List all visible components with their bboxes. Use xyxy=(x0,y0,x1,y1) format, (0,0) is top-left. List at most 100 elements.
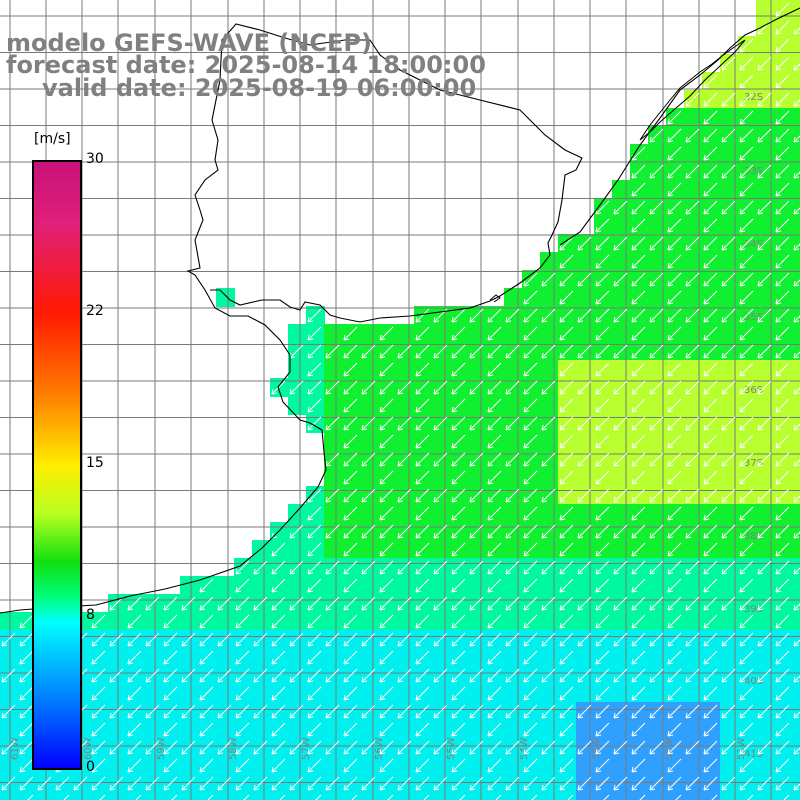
wind-cell xyxy=(486,504,505,523)
wind-cell xyxy=(558,774,577,793)
wind-cell xyxy=(414,342,433,361)
wind-cell xyxy=(792,540,800,559)
wind-arrow xyxy=(415,470,430,485)
wind-arrow xyxy=(757,416,772,431)
wind-cell xyxy=(450,720,469,739)
wind-arrow xyxy=(307,506,322,521)
wind-arrow xyxy=(433,344,448,359)
wind-cell xyxy=(414,792,433,800)
wind-arrow xyxy=(289,596,304,611)
wind-cell xyxy=(324,396,343,415)
wind-cell xyxy=(630,558,649,577)
wind-arrow xyxy=(361,596,376,611)
wind-arrow xyxy=(667,236,682,251)
wind-arrow xyxy=(631,488,646,503)
wind-cell xyxy=(738,378,757,397)
wind-arrow xyxy=(307,398,322,413)
wind-arrow xyxy=(469,740,484,755)
wind-cell xyxy=(738,540,757,559)
wind-arrow xyxy=(379,398,394,413)
wind-arrow xyxy=(595,218,610,233)
wind-cell xyxy=(558,468,577,487)
wind-arrow xyxy=(415,524,430,539)
wind-cell xyxy=(540,648,559,667)
wind-cell xyxy=(630,450,649,469)
wind-arrow xyxy=(379,362,394,377)
wind-arrow xyxy=(433,452,448,467)
wind-arrow xyxy=(595,740,610,755)
wind-cell xyxy=(648,666,667,685)
wind-cell xyxy=(450,468,469,487)
wind-cell xyxy=(90,630,109,649)
wind-cell xyxy=(234,648,253,667)
wind-cell xyxy=(342,324,361,343)
wind-arrow xyxy=(703,272,718,287)
wind-arrow xyxy=(379,686,394,701)
wind-cell xyxy=(774,612,793,631)
wind-arrow xyxy=(361,740,376,755)
wind-cell xyxy=(558,450,577,469)
wind-arrow xyxy=(667,308,682,323)
wind-arrow xyxy=(649,164,664,179)
wind-arrow xyxy=(667,668,682,683)
wind-cell xyxy=(576,720,595,739)
wind-arrow xyxy=(199,704,214,719)
wind-cell xyxy=(198,756,217,775)
wind-cell xyxy=(666,720,685,739)
wind-arrow xyxy=(667,398,682,413)
wind-arrow xyxy=(739,668,754,683)
wind-cell xyxy=(396,396,415,415)
wind-arrow xyxy=(793,315,800,323)
wind-cell xyxy=(738,324,757,343)
wind-arrow xyxy=(343,758,358,773)
wind-arrow xyxy=(631,362,646,377)
wind-arrow xyxy=(505,452,520,467)
wind-arrow xyxy=(667,542,682,557)
wind-cell xyxy=(126,702,145,721)
wind-arrow xyxy=(343,632,358,647)
wind-cell xyxy=(144,612,163,631)
longitude-label: 53W xyxy=(591,737,602,760)
wind-cell xyxy=(270,612,289,631)
wind-cell xyxy=(756,378,775,397)
wind-cell xyxy=(288,504,307,523)
wind-arrow xyxy=(783,794,790,800)
wind-arrow xyxy=(351,794,358,800)
wind-cell xyxy=(576,612,595,631)
wind-arrow xyxy=(703,146,718,161)
wind-arrow xyxy=(739,650,754,665)
wind-cell xyxy=(792,198,800,217)
wind-arrow xyxy=(793,387,800,395)
wind-arrow xyxy=(343,344,358,359)
wind-cell xyxy=(684,612,703,631)
wind-cell xyxy=(180,684,199,703)
wind-arrow xyxy=(667,416,682,431)
wind-arrow xyxy=(469,380,484,395)
latitude-label: 41S xyxy=(744,749,763,760)
wind-cell xyxy=(792,324,800,343)
wind-cell xyxy=(396,720,415,739)
wind-arrow xyxy=(595,542,610,557)
wind-arrow xyxy=(379,668,394,683)
wind-cell xyxy=(792,414,800,433)
wind-cell xyxy=(432,540,451,559)
wind-cell xyxy=(396,468,415,487)
wind-cell xyxy=(342,612,361,631)
wind-cell xyxy=(54,792,73,800)
wind-arrow xyxy=(325,560,340,575)
wind-cell xyxy=(270,630,289,649)
wind-arrow xyxy=(433,668,448,683)
wind-arrow xyxy=(775,686,790,701)
wind-cell xyxy=(306,504,325,523)
wind-cell xyxy=(774,162,793,181)
wind-arrow xyxy=(667,704,682,719)
wind-cell xyxy=(432,594,451,613)
wind-arrow xyxy=(433,776,448,791)
wind-cell xyxy=(558,396,577,415)
wind-cell xyxy=(630,288,649,307)
wind-arrow xyxy=(415,560,430,575)
wind-arrow xyxy=(487,398,502,413)
wind-arrow xyxy=(469,704,484,719)
wind-cell xyxy=(522,738,541,757)
wind-arrow xyxy=(631,596,646,611)
